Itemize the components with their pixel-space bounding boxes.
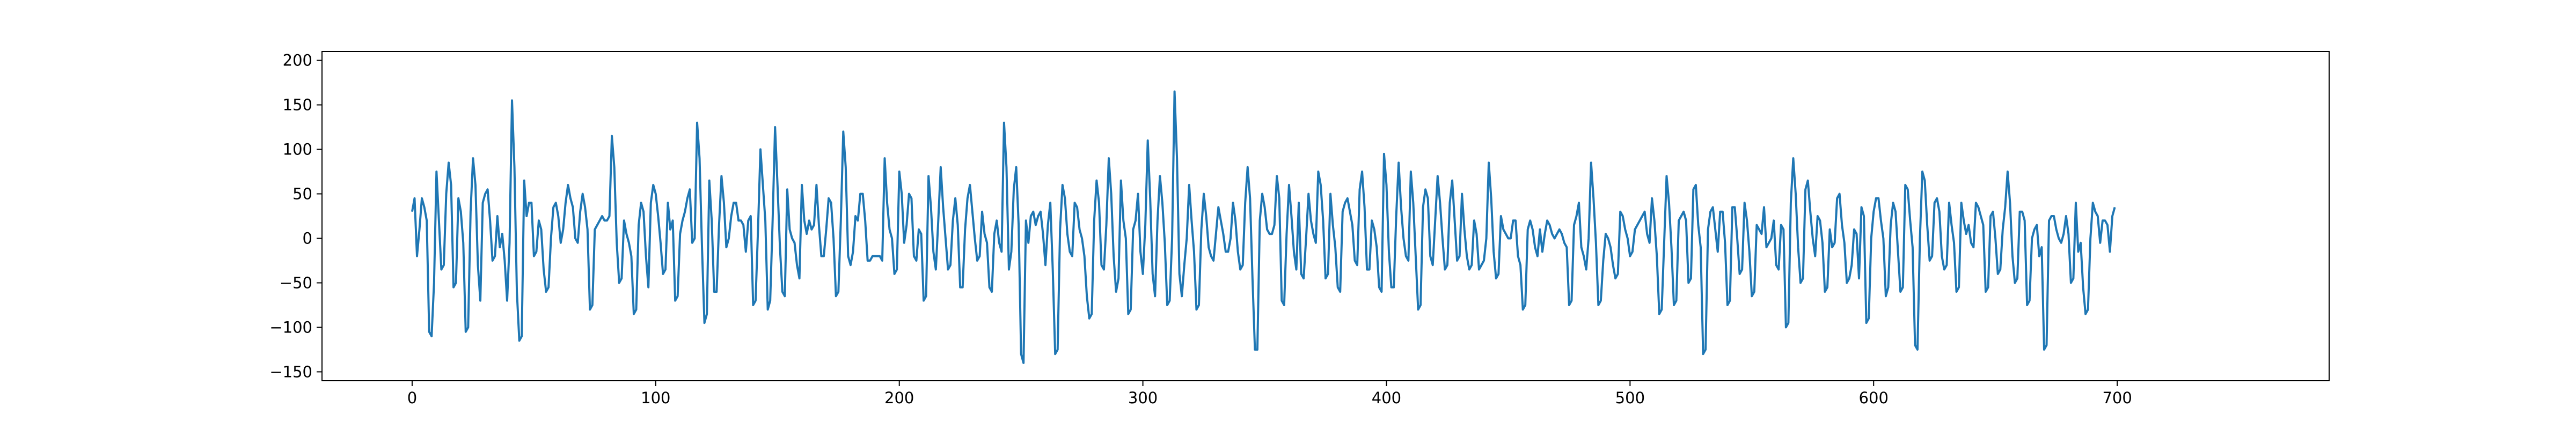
y-tick-label: −50	[280, 273, 312, 292]
x-tick-label: 200	[884, 389, 914, 407]
y-tick-label: −150	[269, 363, 312, 381]
series-line	[411, 90, 2116, 364]
x-tick-label: 300	[1128, 389, 1158, 407]
axes-frame	[321, 51, 2330, 381]
x-tick-label: 0	[407, 389, 417, 407]
y-tick-label: 200	[283, 51, 312, 70]
x-tick-label: 100	[641, 389, 670, 407]
x-tick-label: 400	[1372, 389, 1401, 407]
x-axis: 0 100 200 300 400 500 600 700	[407, 381, 2132, 407]
y-tick-label: 0	[303, 229, 312, 247]
plot-area	[411, 90, 2116, 364]
y-tick-label: −100	[269, 318, 312, 336]
y-axis: −150 −100 −50 0 50 100 150 200	[269, 51, 322, 381]
y-tick-label: 50	[292, 185, 312, 203]
x-tick-label: 600	[1859, 389, 1889, 407]
y-tick-label: 100	[283, 140, 312, 159]
y-tick-label: 150	[283, 96, 312, 114]
x-tick-label: 500	[1615, 389, 1645, 407]
x-tick-label: 700	[2102, 389, 2132, 407]
